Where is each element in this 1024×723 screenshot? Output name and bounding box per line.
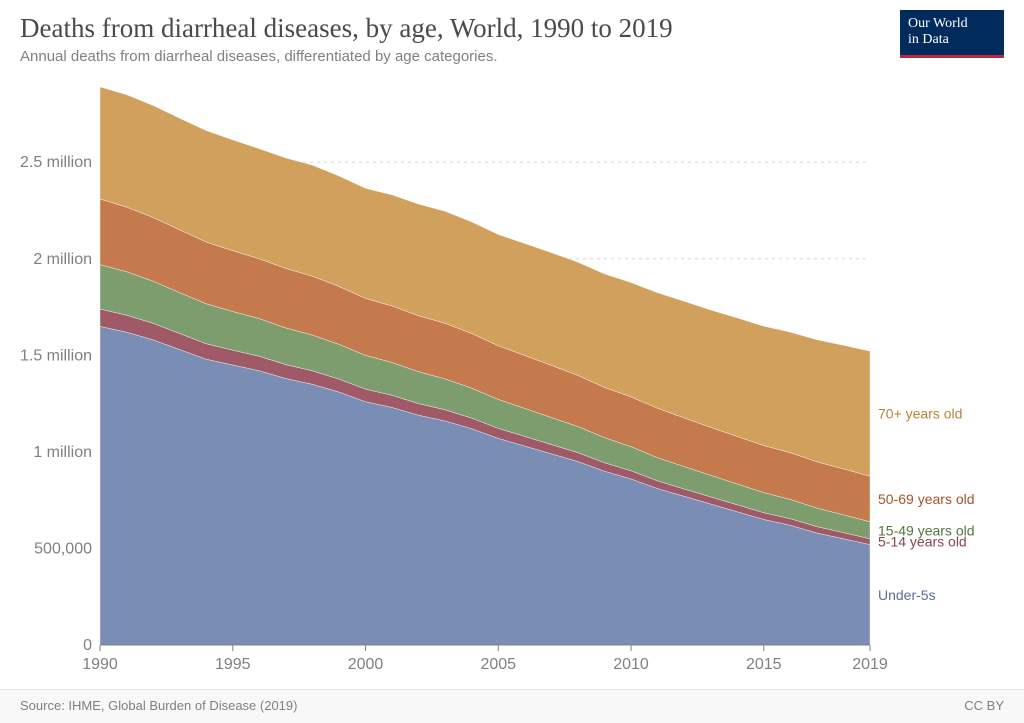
svg-text:1.5 million: 1.5 million — [20, 347, 92, 364]
series-label-under-5s: Under-5s — [878, 587, 936, 603]
svg-text:1990: 1990 — [82, 656, 118, 673]
svg-text:500,000: 500,000 — [34, 540, 92, 557]
svg-text:0: 0 — [83, 637, 92, 654]
chart-subtitle: Annual deaths from diarrheal diseases, d… — [20, 48, 1004, 65]
svg-text:2.5 million: 2.5 million — [20, 154, 92, 171]
series-label-70-years-old: 70+ years old — [878, 406, 962, 422]
svg-text:2000: 2000 — [348, 656, 384, 673]
svg-text:2015: 2015 — [746, 656, 782, 673]
owid-logo: Our World in Data — [900, 10, 1004, 58]
svg-text:2010: 2010 — [613, 656, 649, 673]
svg-text:2 million: 2 million — [33, 251, 92, 268]
license-text: CC BY — [964, 698, 1004, 715]
svg-text:2019: 2019 — [852, 656, 888, 673]
chart-plot-area: 0 500,000 1 million 1.5 million 2 million 2.5… — [20, 85, 1004, 675]
svg-text:2005: 2005 — [480, 656, 516, 673]
chart-header: Deaths from diarrheal diseases, by age, … — [0, 0, 1024, 69]
chart-title: Deaths from diarrheal diseases, by age, … — [20, 12, 1004, 44]
svg-text:1 million: 1 million — [33, 444, 92, 461]
svg-text:1995: 1995 — [215, 656, 251, 673]
logo-line1: Our World — [908, 16, 996, 32]
source-text: Source: IHME, Global Burden of Disease (… — [20, 698, 297, 715]
stacked-area-chart: 0 500,000 1 million 1.5 million 2 million 2.5… — [20, 85, 1004, 675]
series-label-50-69-years-old: 50-69 years old — [878, 491, 975, 507]
logo-line2: in Data — [908, 32, 996, 48]
chart-footer: Source: IHME, Global Burden of Disease (… — [0, 689, 1024, 723]
series-label-15-49-years-old: 15-49 years old — [878, 522, 975, 538]
